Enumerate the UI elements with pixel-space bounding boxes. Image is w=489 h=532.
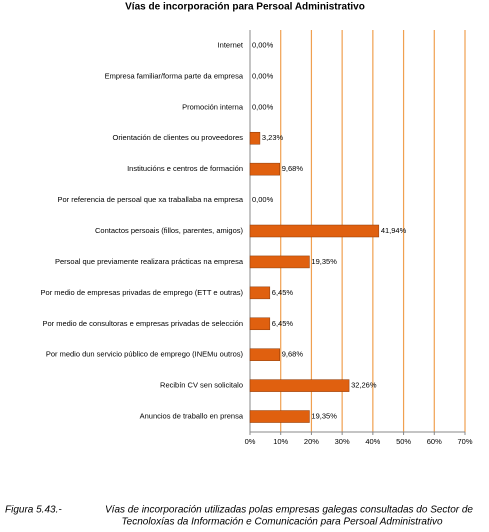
bar [249,131,261,145]
x-tick-label: 0% [245,437,256,446]
x-tick-label: 30% [335,437,350,446]
category-label: Por medio dun servicio público de empreg… [46,350,244,359]
x-tick-label: 60% [427,437,442,446]
value-label: 0,00% [252,195,274,204]
category-label: Contactos persoais (fillos, parentes, am… [95,226,243,235]
bar [249,410,310,423]
caption-line: Vías de incorporación utilizadas polas e… [105,505,473,516]
chart-title: Vías de incorporación para Persoal Admin… [125,2,365,13]
category-label: Recibín CV sen solicitalo [160,381,243,390]
value-label: 6,45% [272,319,294,328]
category-label: Por referencia de persoal que xa traball… [57,195,243,204]
value-label: 41,94% [381,226,407,235]
value-label: 19,35% [311,412,337,421]
category-label: Persoal que previamente realizara prácti… [55,257,244,266]
x-tick-label: 40% [365,437,380,446]
category-label: Institucións e centros de formación [127,164,243,173]
category-label: Internet [218,40,244,49]
x-tick-label: 50% [396,437,411,446]
bar [249,286,271,300]
bar [249,348,280,361]
category-label: Anuncios de traballo en prensa [140,412,244,421]
x-tick-label: 10% [273,437,288,446]
value-label: 0,00% [252,71,274,80]
caption-label: Figura 5.43.- [5,505,62,516]
category-label: Promoción interna [182,102,244,111]
value-label: 0,00% [252,102,274,111]
category-label: Por medio de consultoras e empresas priv… [42,319,243,328]
value-label: 0,00% [252,40,274,49]
value-label: 9,68% [282,164,304,173]
value-label: 6,45% [272,288,294,297]
bar [249,255,310,269]
x-tick-label: 70% [457,437,472,446]
value-label: 3,23% [262,133,284,142]
category-label: Por medio de empresas privadas de empreg… [41,288,244,297]
value-label: 19,35% [311,257,337,266]
category-label: Orientación de clientes ou proveedores [113,133,244,142]
caption-line: Tecnoloxías da Información e Comunicació… [121,517,443,528]
bar [249,162,280,176]
value-label: 32,26% [351,381,377,390]
bar [249,317,271,331]
bar [249,224,380,238]
x-tick-label: 20% [304,437,319,446]
bar [249,379,350,392]
value-label: 9,68% [282,350,304,359]
category-label: Empresa familiar/forma parte da empresa [105,71,244,80]
